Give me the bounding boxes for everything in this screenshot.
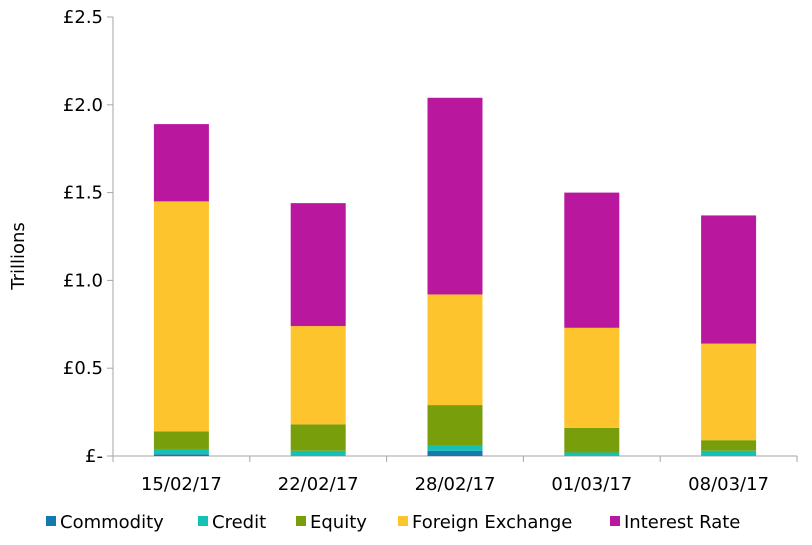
bar-foreign-exchange	[701, 343, 757, 441]
legend: Commodity Credit Equity Foreign Exchange Int…	[46, 512, 740, 533]
bar-credit	[290, 450, 346, 456]
legend-label-commodity: Commodity	[60, 512, 164, 533]
bar-commodity	[153, 454, 209, 456]
x-tick-label: 22/02/17	[278, 474, 359, 495]
bar-equity	[427, 405, 483, 446]
bar-credit	[427, 445, 483, 451]
bar-foreign-exchange	[290, 326, 346, 425]
x-tick-label: 01/03/17	[551, 474, 632, 495]
bar-credit	[701, 450, 757, 456]
y-axis-label: Trillions	[8, 222, 29, 291]
x-axis: 15/02/17 22/02/17 28/02/17 01/03/17 08/03/17	[112, 455, 798, 495]
y-tick-label: £-	[85, 446, 103, 467]
y-tick-label: £1.0	[63, 270, 103, 291]
bar-equity	[290, 424, 346, 451]
legend-label-foreign-exchange: Foreign Exchange	[412, 512, 572, 533]
bar-interest-rate	[153, 124, 209, 202]
bar-foreign-exchange	[153, 201, 209, 432]
y-tick-label: £2.0	[63, 95, 103, 116]
bar-foreign-exchange	[427, 294, 483, 406]
y-tick-label: £0.5	[63, 358, 103, 379]
bar-interest-rate	[564, 192, 620, 328]
x-tick-label: 08/03/17	[688, 474, 769, 495]
bar-equity	[564, 427, 620, 453]
y-tick-label: £2.5	[63, 7, 103, 28]
x-tick-label: 15/02/17	[141, 474, 222, 495]
bar-interest-rate	[290, 203, 346, 327]
y-axis: £- £0.5 £1.0 £1.5 £2.0 £2.5	[63, 7, 114, 467]
bar-equity	[153, 431, 209, 449]
bar-commodity	[427, 450, 483, 456]
legend-swatch-commodity	[46, 516, 56, 526]
legend-swatch-credit	[198, 516, 208, 526]
bar-credit	[153, 448, 209, 455]
bar-foreign-exchange	[564, 327, 620, 428]
bar-credit	[564, 452, 620, 456]
bar-equity	[701, 440, 757, 451]
y-tick-label: £1.5	[63, 183, 103, 204]
bars	[153, 97, 757, 456]
legend-swatch-equity	[296, 516, 306, 526]
x-tick-label: 28/02/17	[415, 474, 496, 495]
legend-swatch-interest-rate	[610, 516, 620, 526]
bar-interest-rate	[427, 97, 483, 295]
legend-label-credit: Credit	[212, 512, 266, 533]
legend-swatch-foreign-exchange	[398, 516, 408, 526]
bar-interest-rate	[701, 215, 757, 344]
legend-label-interest-rate: Interest Rate	[624, 512, 740, 533]
legend-label-equity: Equity	[310, 512, 367, 533]
